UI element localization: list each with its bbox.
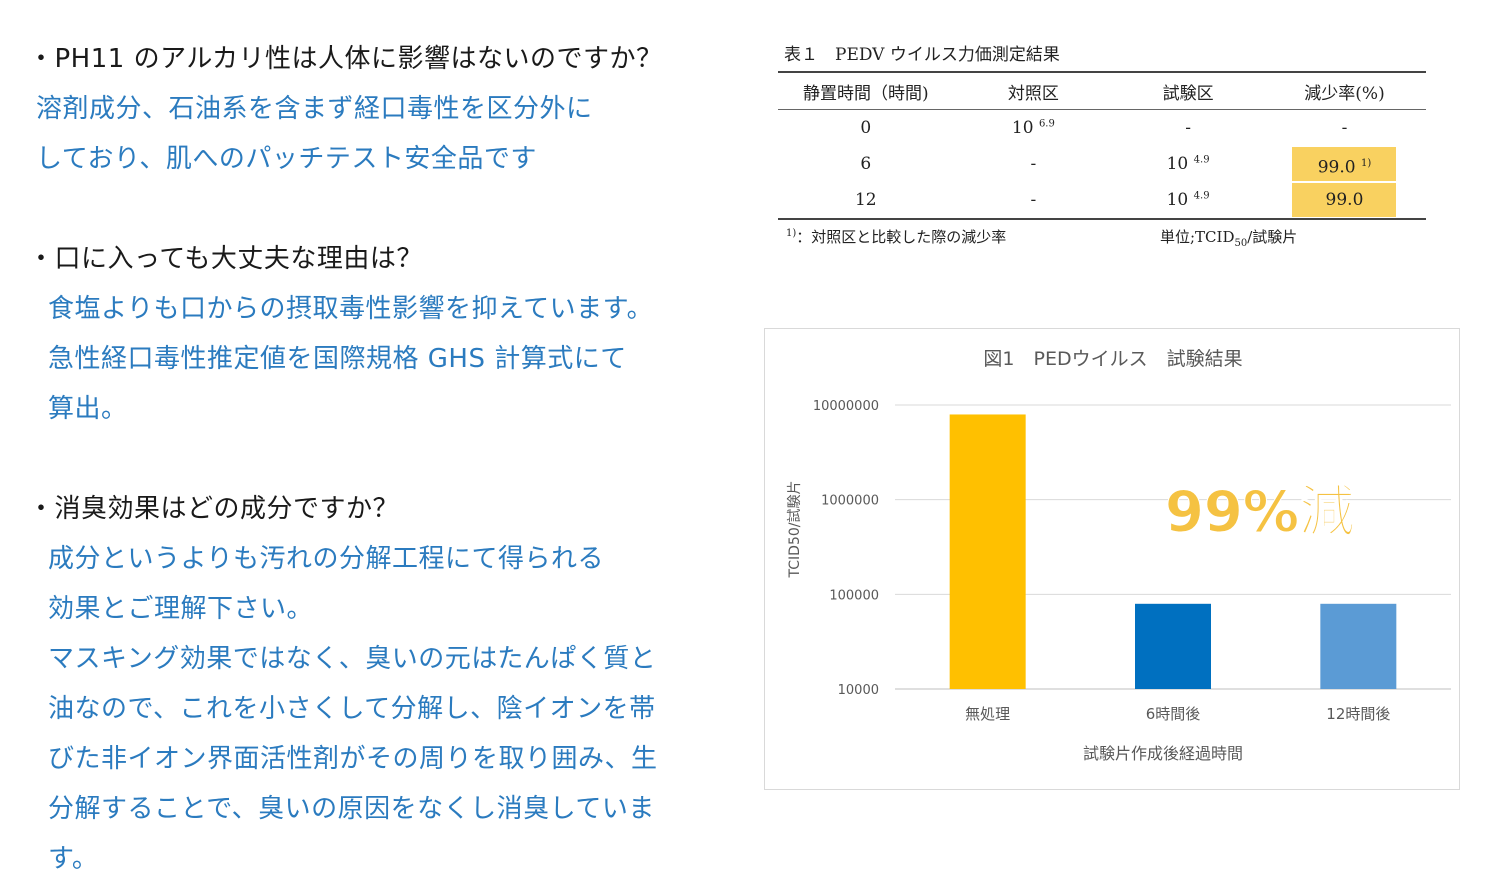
cell-test-base: 10	[1166, 190, 1189, 210]
highlight-box: 99.0	[1292, 183, 1397, 217]
col-header-control: 対照区	[953, 71, 1114, 110]
x-tick-label: 12時間後	[1326, 705, 1390, 723]
table-row: 12 - 10 4.9 99.0	[778, 182, 1426, 220]
y-tick-label: 100000	[829, 588, 879, 603]
bar-chart: 図1 PEDウイルス 試験結果 TCID50/試験片 試験片作成後経過時間 10…	[787, 348, 1451, 763]
cell-test: -	[1185, 118, 1191, 138]
faq-answer-3-line-7: す。	[48, 844, 99, 874]
faq-answer-2-line-3: 算出。	[48, 394, 128, 424]
cell-control: -	[953, 182, 1114, 220]
table-footer: 1)：対照区と比較した際の減少率 単位;TCID50/試験片	[778, 226, 1426, 250]
cell-reduction-value: 99.0	[1317, 157, 1356, 178]
col-header-reduction: 減少率(%)	[1262, 71, 1426, 110]
cell-reduction-note: 1)	[1360, 158, 1372, 169]
x-tick-label: 6時間後	[1146, 705, 1201, 723]
footnote-text: ：対照区と比較した際の減少率	[796, 228, 1007, 246]
cell-test: 10 4.9	[1113, 182, 1263, 220]
faq-answer-3-line-5: びた非イオン界面活性剤がその周りを取り囲み、生	[48, 744, 658, 774]
cell-control-exponent: 6.9	[1038, 118, 1055, 130]
cell-control: 10 6.9	[954, 110, 1114, 147]
cell-test-exponent: 4.9	[1193, 154, 1210, 166]
table-row: 0 10 6.9 - -	[778, 110, 1426, 147]
x-tick-label: 無処理	[965, 705, 1010, 723]
chart-container: 図1 PEDウイルス 試験結果 TCID50/試験片 試験片作成後経過時間 10…	[764, 328, 1460, 790]
table-header-row: 静置時間（時間) 対照区 試験区 減少率(%)	[778, 71, 1426, 110]
cell-test-exponent: 4.9	[1193, 190, 1210, 202]
cell-reduction: -	[1341, 118, 1348, 138]
footnote-mark: 1)	[786, 228, 797, 239]
bar-2	[1135, 603, 1211, 689]
faq-answer-3-line-4: 油なので、これを小さくして分解し、陰イオンを帯	[48, 694, 656, 724]
faq-answer-3-line-3: マスキング効果ではなく、臭いの元はたんぱく質と	[48, 644, 657, 674]
y-tick-label: 10000	[838, 683, 879, 698]
cell-time: 12	[778, 182, 954, 220]
pedv-results-table-block: 表１ PEDV ウイルス力価測定結果 静置時間（時間) 対照区 試験区 減少率(…	[778, 40, 1426, 250]
faq-answer-2-line-1: 食塩よりも口からの摂取毒性影響を抑えています。	[48, 294, 654, 324]
y-tick-label: 1000000	[821, 494, 879, 509]
chart-title: 図1 PEDウイルス 試験結果	[983, 348, 1242, 370]
unit-suffix: /試験片	[1247, 228, 1298, 246]
highlight-box: 99.0 1)	[1292, 147, 1397, 181]
faq-answer-3-line-6: 分解することで、臭いの原因をなくし消臭していま	[48, 794, 655, 824]
pedv-results-table: 静置時間（時間) 対照区 試験区 減少率(%) 0 10 6.9 - - 6 -…	[778, 71, 1426, 220]
faq-question-1: ・PH11 のアルカリ性は人体に影響はないのですか？	[28, 44, 663, 74]
table-unit: 単位;TCID50/試験片	[1160, 226, 1297, 249]
cell-reduction-value: 99.0	[1325, 190, 1364, 210]
y-axis-label: TCID50/試験片	[787, 481, 803, 579]
cell-reduction-highlighted: 99.0 1)	[1263, 146, 1426, 182]
cell-reduction-highlighted: 99.0	[1262, 182, 1426, 220]
y-tick-label: 10000000	[813, 399, 879, 414]
faq-answer-2-line-2: 急性経口毒性推定値を国際規格 GHS 計算式にて	[48, 344, 627, 374]
table-title: 表１ PEDV ウイルス力価測定結果	[784, 45, 1060, 65]
faq-question-2: ・口に入っても大丈夫な理由は？	[28, 244, 423, 274]
bar-3	[1320, 603, 1397, 689]
unit-prefix: 単位;TCID	[1160, 228, 1235, 246]
cell-control-base: 10	[1011, 118, 1034, 138]
faq-answer-1-line-2: しており、肌へのパッチテスト安全品です	[36, 144, 537, 174]
faq-answer-3-line-2: 効果とご理解下さい。	[48, 594, 314, 624]
bar-1	[949, 414, 1026, 689]
cell-control: -	[1030, 154, 1037, 174]
cell-test-base: 10	[1166, 154, 1189, 174]
faq-question-3: ・消臭効果はどの成分ですか？	[28, 494, 400, 524]
cell-time: 0	[860, 118, 872, 138]
reduction-annotation: 99%減	[1165, 480, 1355, 545]
col-header-test: 試験区	[1113, 71, 1263, 110]
faq-answer-1-line-1: 溶剤成分、石油系を含まず経口毒性を区分外に	[36, 94, 593, 124]
table-footnote: 1)：対照区と比較した際の減少率	[786, 226, 1006, 247]
unit-subscript: 50	[1234, 238, 1248, 249]
x-axis-label: 試験片作成後経過時間	[1083, 744, 1243, 763]
faq-answer-3-line-1: 成分というよりも汚れの分解工程にて得られる	[48, 544, 604, 574]
table-row: 6 - 10 4.9 99.0 1)	[778, 146, 1426, 182]
cell-test: 10 4.9	[1113, 146, 1263, 182]
cell-time: 6	[860, 154, 872, 174]
col-header-time: 静置時間（時間)	[778, 71, 954, 110]
faq-section: ・PH11 のアルカリ性は人体に影響はないのですか？ 溶剤成分、石油系を含まず経…	[28, 44, 663, 874]
